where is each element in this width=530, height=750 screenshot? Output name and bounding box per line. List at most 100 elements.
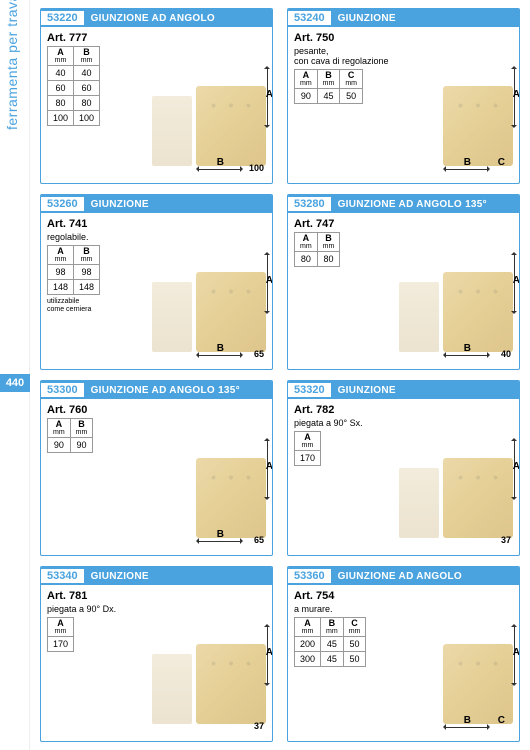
product-description: pesante,con cava di regolazione [294, 46, 513, 66]
spec-cell: 60 [74, 81, 100, 96]
spec-cell: 90 [295, 89, 318, 104]
spec-cell: 148 [48, 280, 74, 295]
product-card: 53240GIUNZIONE Art. 750 pesante,con cava d… [287, 8, 520, 184]
product-card: 53260GIUNZIONEArt. 741regolabile.AmmBmm9… [40, 194, 273, 370]
dim-value: 37 [254, 721, 264, 731]
product-image [152, 272, 266, 352]
article-number: Art. 782 [294, 404, 513, 416]
card-body: Art. 781piegata a 90° Dx.Amm170A37 [41, 585, 272, 730]
product-code: 53360 [287, 568, 332, 584]
dim-value: 37 [501, 535, 511, 545]
spec-cell: 40 [48, 66, 74, 81]
product-title: GIUNZIONE [85, 199, 149, 210]
dim-label-a: A [266, 461, 273, 472]
product-title: GIUNZIONE [85, 571, 149, 582]
spec-header: Amm [48, 618, 74, 637]
product-image [443, 86, 513, 166]
wood-illustration [399, 468, 439, 538]
spec-header: Bmm [74, 47, 100, 66]
card-header: 53320GIUNZIONE [288, 381, 519, 399]
product-code: 53300 [40, 382, 85, 398]
dim-label-a: A [513, 461, 520, 472]
dim-label-b: B [217, 157, 224, 168]
bracket-illustration [443, 86, 513, 166]
dim-label-c: C [498, 157, 505, 168]
spec-header: Amm [48, 47, 74, 66]
spec-row: 170 [48, 637, 74, 652]
spec-cell: 80 [295, 252, 318, 267]
spec-cell: 100 [48, 111, 74, 126]
section-label: ferramenta per travature [4, 0, 20, 130]
dim-arrow-b [197, 355, 242, 356]
card-header: 53340GIUNZIONE [41, 567, 272, 585]
spec-cell: 40 [74, 66, 100, 81]
product-card: 53320GIUNZIONEArt. 782piegata a 90° Sx.A… [287, 380, 520, 556]
bracket-illustration [196, 272, 266, 352]
article-number: Art. 747 [294, 218, 513, 230]
card-header: 53220GIUNZIONE AD ANGOLO [41, 9, 272, 27]
bracket-illustration [443, 644, 513, 724]
product-card: 53360GIUNZIONE AD ANGOLOArt. 754a murare… [287, 566, 520, 742]
spec-table: AmmBmmCmm20045503004550 [294, 617, 366, 667]
spec-header: Amm [295, 432, 321, 451]
spec-cell: 200 [295, 637, 321, 652]
spec-cell: 90 [70, 438, 93, 453]
spec-cell: 45 [321, 652, 344, 667]
spec-header: Bmm [317, 70, 340, 89]
product-description: regolabile. [47, 232, 266, 242]
spec-cell: 80 [317, 252, 340, 267]
dim-value: 40 [501, 349, 511, 359]
spec-row: 4040 [48, 66, 100, 81]
spec-header: Cmm [343, 618, 366, 637]
spec-header: Amm [48, 419, 71, 438]
spec-cell: 98 [48, 265, 74, 280]
product-code: 53220 [40, 10, 85, 26]
spec-cell: 170 [295, 451, 321, 466]
bracket-illustration [196, 458, 266, 538]
spec-header: Amm [295, 618, 321, 637]
product-title: GIUNZIONE AD ANGOLO [332, 571, 462, 582]
wood-illustration [152, 654, 192, 724]
spec-cell: 50 [343, 637, 366, 652]
spec-cell: 50 [340, 89, 363, 104]
spec-cell: 80 [48, 96, 74, 111]
article-number: Art. 760 [47, 404, 266, 416]
spec-row: 904550 [295, 89, 363, 104]
spec-table: AmmBmm8080 [294, 232, 340, 267]
spec-header: Amm [295, 70, 318, 89]
product-card: 53220GIUNZIONE AD ANGOLOArt. 777AmmBmm40… [40, 8, 273, 184]
spec-row: 2004550 [295, 637, 366, 652]
product-title: GIUNZIONE AD ANGOLO 135° [332, 199, 487, 210]
card-header: 53240GIUNZIONE [288, 9, 519, 27]
spec-table: AmmBmm404060608080100100 [47, 46, 100, 126]
product-title: GIUNZIONE AD ANGOLO [85, 13, 215, 24]
spec-table: AmmBmm9898148148 [47, 245, 100, 295]
product-image [399, 458, 513, 538]
dim-label-b: B [217, 529, 224, 540]
wood-illustration [152, 282, 192, 352]
product-description: piegata a 90° Dx. [47, 604, 266, 614]
dim-label-a: A [266, 275, 273, 286]
product-code: 53260 [40, 196, 85, 212]
spec-row: 6060 [48, 81, 100, 96]
article-number: Art. 750 [294, 32, 513, 44]
spec-row: 9898 [48, 265, 100, 280]
spec-table: Amm170 [47, 617, 74, 652]
article-number: Art. 781 [47, 590, 266, 602]
spec-cell: 60 [48, 81, 74, 96]
spec-row: 100100 [48, 111, 100, 126]
dim-label-b: B [464, 715, 471, 726]
product-image [443, 644, 513, 724]
spec-header: Cmm [340, 70, 363, 89]
dim-label-a: A [513, 275, 520, 286]
spec-cell: 80 [74, 96, 100, 111]
wood-illustration [152, 96, 192, 166]
dim-label-c: C [498, 715, 505, 726]
product-code: 53240 [287, 10, 332, 26]
product-card: 53300GIUNZIONE AD ANGOLO 135°Art. 760Amm… [40, 380, 273, 556]
dim-arrow-b [444, 727, 489, 728]
dim-arrow-b [197, 169, 242, 170]
spec-header: Bmm [74, 246, 100, 265]
spec-header: Bmm [321, 618, 344, 637]
spec-cell: 300 [295, 652, 321, 667]
